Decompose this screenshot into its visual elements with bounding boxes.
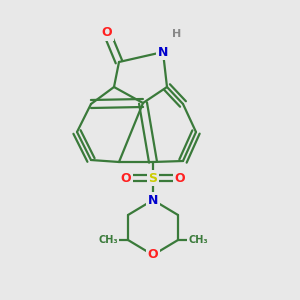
Text: N: N — [148, 194, 158, 206]
Text: H: H — [172, 29, 182, 39]
Text: CH₃: CH₃ — [188, 235, 208, 245]
Text: CH₃: CH₃ — [98, 235, 118, 245]
Text: S: S — [148, 172, 158, 184]
Text: O: O — [175, 172, 185, 184]
Text: O: O — [148, 248, 158, 262]
Text: O: O — [121, 172, 131, 184]
Text: N: N — [158, 46, 168, 59]
Text: O: O — [102, 26, 112, 40]
